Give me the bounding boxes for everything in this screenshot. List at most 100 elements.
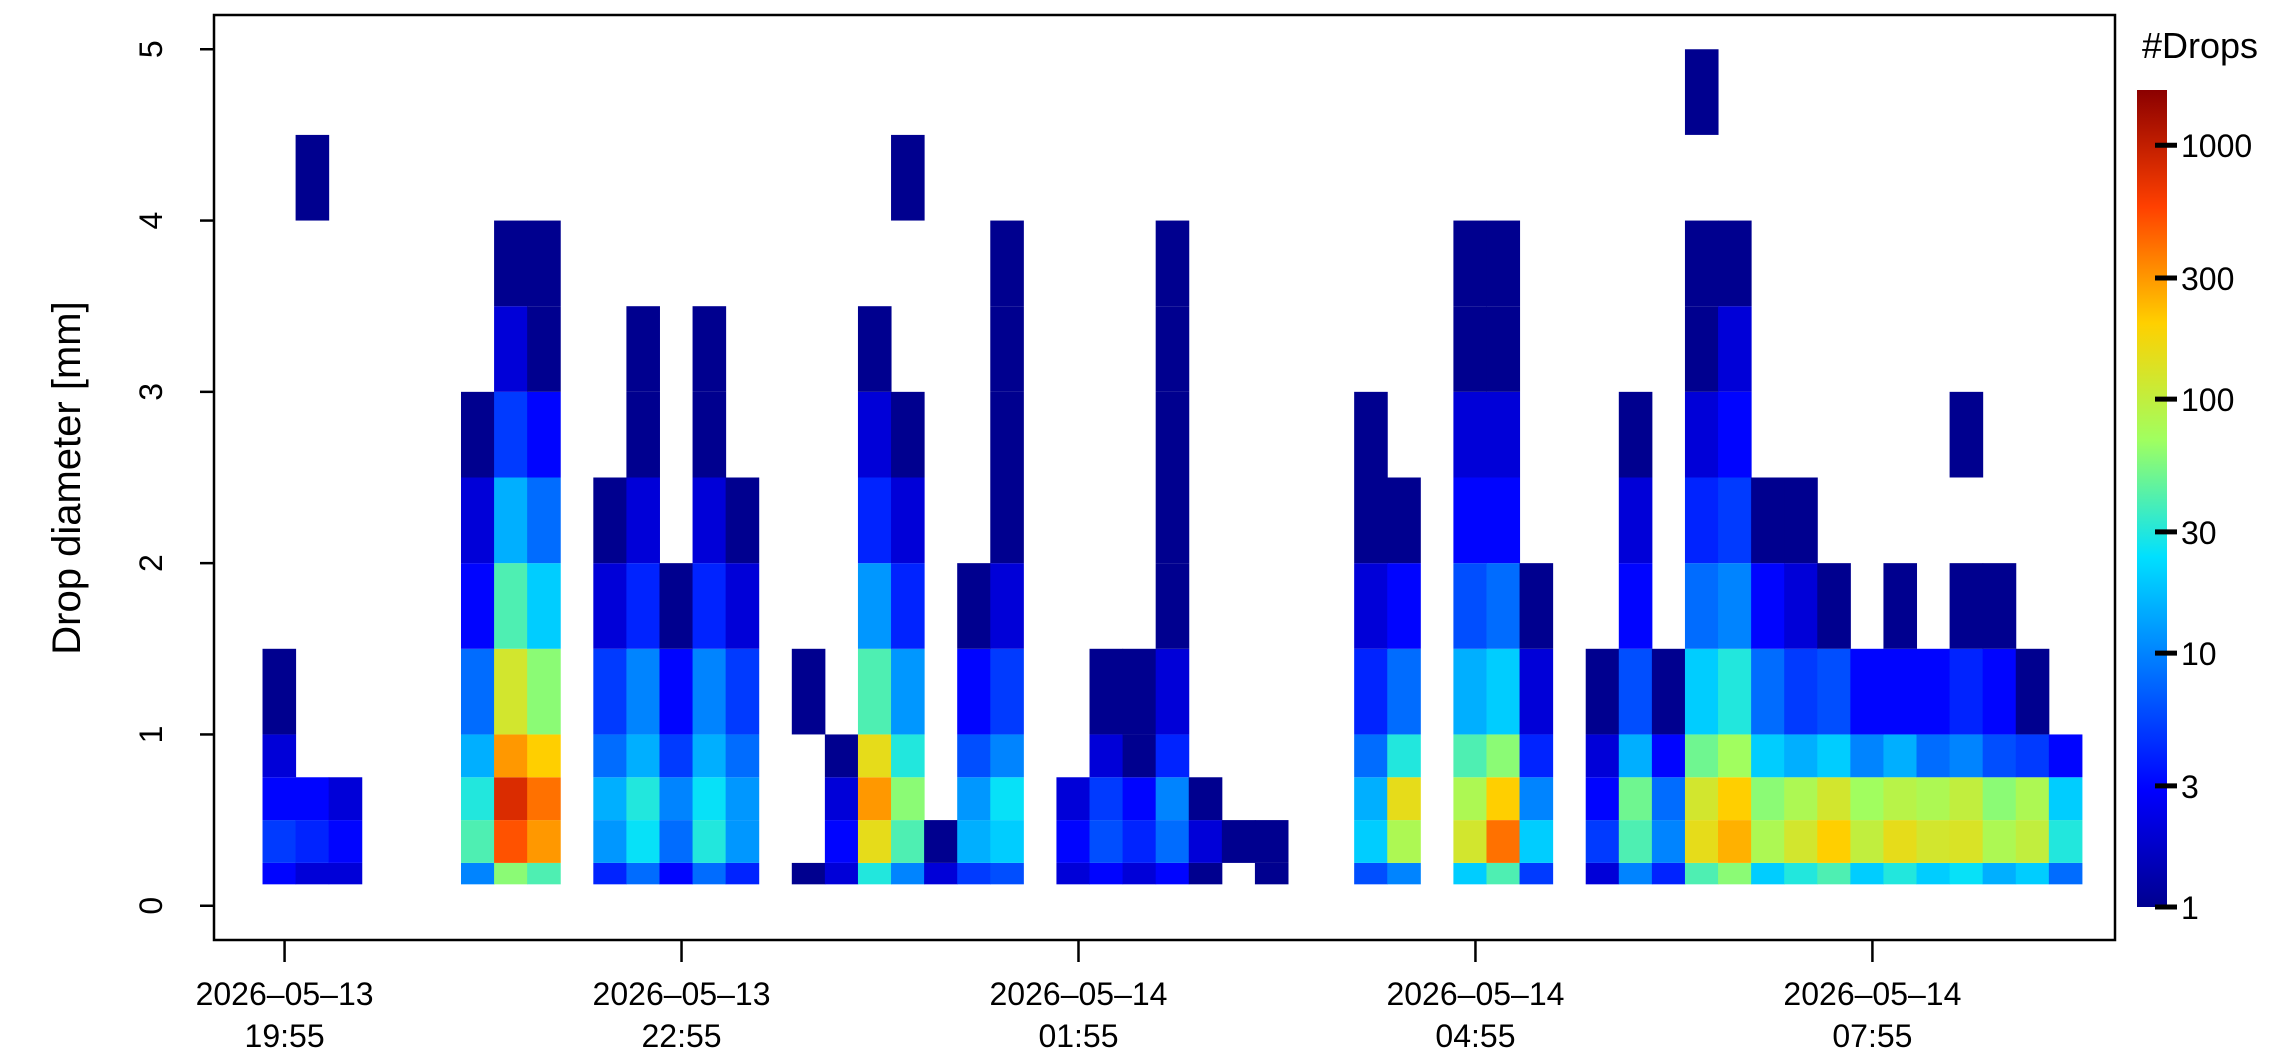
x-tick-label: 2026–05–14 01:55 xyxy=(990,976,1168,1050)
colorbar-tick-label: 300 xyxy=(2181,261,2234,297)
y-tick-label: 3 xyxy=(133,383,169,401)
heat-cell xyxy=(692,820,727,863)
heat-cell xyxy=(1784,734,1818,778)
heat-cell xyxy=(824,734,859,778)
heat-cell xyxy=(1089,777,1124,821)
heat-cell xyxy=(626,306,660,392)
heat-cell xyxy=(262,820,297,863)
heat-cell xyxy=(1718,477,1752,564)
heat-cell xyxy=(1221,820,1256,863)
heat-cell xyxy=(1453,777,1487,821)
heat-cell xyxy=(1155,477,1190,564)
y-tick-label: 2 xyxy=(133,554,169,572)
heat-cell xyxy=(891,477,925,564)
heat-cell xyxy=(328,820,363,863)
heat-cell xyxy=(1585,648,1620,735)
heat-cell xyxy=(1718,862,1752,885)
heat-cell xyxy=(494,306,528,392)
heat-cell xyxy=(1089,648,1124,735)
heat-cell xyxy=(1453,563,1487,649)
heat-cell xyxy=(1486,563,1521,649)
heat-cell xyxy=(1155,306,1190,392)
heat-cell xyxy=(262,734,297,778)
x-tick-label: 2026–05–13 22:55 xyxy=(593,976,771,1050)
heat-cell xyxy=(1718,306,1752,392)
heat-cell xyxy=(659,820,694,863)
heat-cell xyxy=(295,862,330,885)
heat-cell xyxy=(1850,648,1884,735)
heat-cell xyxy=(891,862,925,885)
colorbar-tick-label: 100 xyxy=(2181,382,2234,418)
heat-cell xyxy=(1949,563,1984,649)
heat-cell xyxy=(891,563,925,649)
heat-cell xyxy=(2048,862,2083,885)
heat-cell xyxy=(1056,777,1091,821)
heat-cell xyxy=(824,820,859,863)
heat-cell xyxy=(1486,220,1521,307)
heat-cell xyxy=(527,391,561,478)
heat-cell xyxy=(1519,563,1554,649)
heat-cell xyxy=(460,477,495,564)
heat-cell xyxy=(1982,648,2017,735)
heat-cell xyxy=(824,777,859,821)
heat-cell xyxy=(1684,777,1719,821)
heat-cell xyxy=(295,820,330,863)
heat-cell xyxy=(1618,648,1653,735)
colorbar-tick-label: 3 xyxy=(2181,769,2199,805)
heat-cell xyxy=(593,862,627,885)
heat-cell xyxy=(1784,777,1818,821)
heat-cell xyxy=(1387,820,1421,863)
heat-cell xyxy=(1982,734,2017,778)
heat-cell xyxy=(460,777,495,821)
heat-cell xyxy=(1982,777,2017,821)
heat-cell xyxy=(2015,820,2050,863)
heat-cell xyxy=(295,134,330,221)
heat-cell xyxy=(957,862,991,885)
heat-cell xyxy=(1651,862,1686,885)
heat-cell xyxy=(1519,862,1554,885)
heat-cell xyxy=(460,648,495,735)
heat-cell xyxy=(1684,49,1719,135)
heat-cell xyxy=(626,777,660,821)
heat-cell xyxy=(626,820,660,863)
heat-cell xyxy=(1354,477,1388,564)
heat-cell xyxy=(990,220,1024,307)
heat-cell xyxy=(692,648,727,735)
heat-cell xyxy=(1387,862,1421,885)
heat-cell xyxy=(725,862,760,885)
heat-cell xyxy=(328,862,363,885)
heat-cell xyxy=(1354,648,1388,735)
heat-cell xyxy=(1354,391,1388,478)
heat-cell xyxy=(1387,648,1421,735)
heat-cell xyxy=(1188,777,1223,821)
heat-cell xyxy=(857,862,892,885)
heat-cell xyxy=(1122,734,1157,778)
heat-cell xyxy=(1916,862,1951,885)
heat-cell xyxy=(2015,862,2050,885)
heat-cell xyxy=(1387,777,1421,821)
heat-cell xyxy=(1684,477,1719,564)
heat-cell xyxy=(1784,563,1818,649)
heat-cell xyxy=(1684,862,1719,885)
heat-cell xyxy=(1684,391,1719,478)
heat-cell xyxy=(891,134,925,221)
heat-cell xyxy=(1817,563,1851,649)
heat-cell xyxy=(857,648,892,735)
heat-cell xyxy=(527,777,561,821)
heat-cell xyxy=(1817,862,1851,885)
heat-cell xyxy=(1751,563,1785,649)
heat-cell xyxy=(990,820,1024,863)
colorbar-title: #Drops xyxy=(2142,25,2258,66)
heat-cell xyxy=(957,734,991,778)
heat-cell xyxy=(494,862,528,885)
y-tick-label: 5 xyxy=(133,40,169,58)
heat-cell xyxy=(1453,220,1487,307)
heat-cell xyxy=(2015,777,2050,821)
heat-cell xyxy=(1122,777,1157,821)
heat-cell xyxy=(957,777,991,821)
heat-cell xyxy=(1089,862,1124,885)
heat-cell xyxy=(891,820,925,863)
heat-cell xyxy=(1982,820,2017,863)
heat-cell xyxy=(1486,391,1521,478)
